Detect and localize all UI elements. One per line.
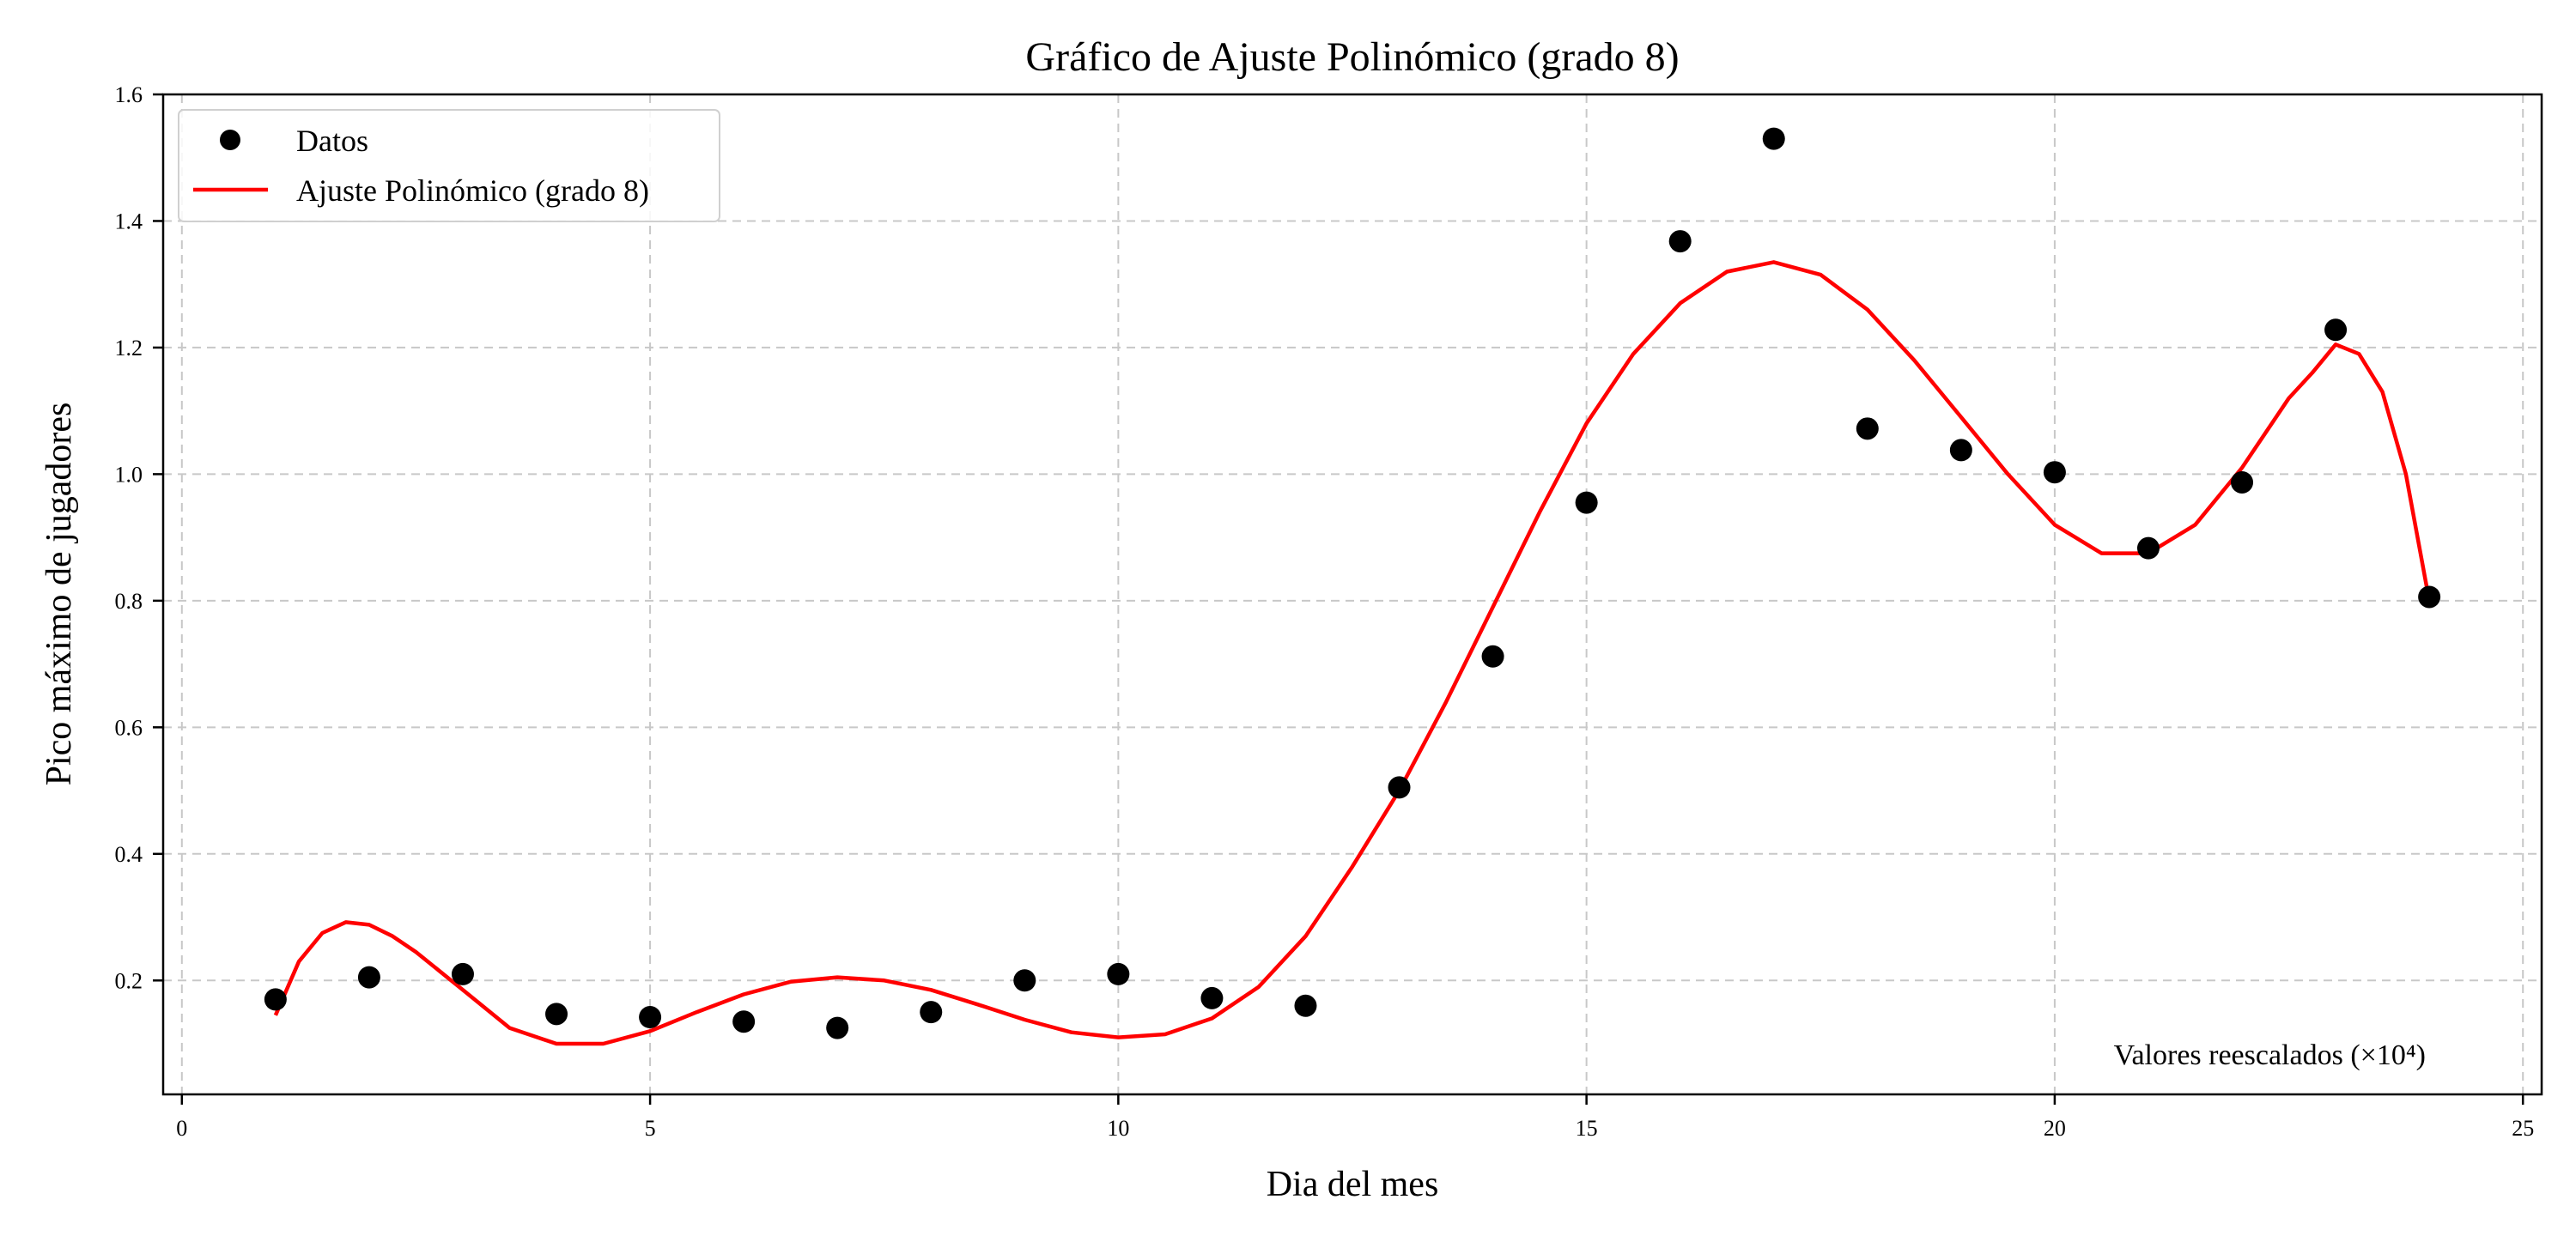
legend: Datos Ajuste Polinómico (grado 8)	[178, 109, 720, 222]
x-tick-label: 0	[176, 1116, 187, 1141]
x-tick-label: 5	[645, 1116, 656, 1141]
x-axis-ticks: 0 5 10 15 20 25	[176, 1094, 2534, 1141]
y-tick-label: 1.2	[115, 336, 143, 360]
chart-title: Gráfico de Ajuste Polinómico (grado 8)	[1025, 34, 1679, 80]
y-tick-label: 0.6	[115, 715, 143, 740]
y-tick-label: 1.4	[115, 209, 143, 233]
data-point	[264, 988, 287, 1011]
x-tick-label: 15	[1576, 1116, 1598, 1141]
data-point	[2324, 318, 2348, 342]
data-point	[1294, 994, 1317, 1017]
y-tick-label: 1.6	[115, 82, 143, 107]
fit-curve-layer	[273, 260, 2432, 1046]
data-point	[732, 1010, 756, 1033]
data-point	[2043, 461, 2066, 484]
fit-curve	[273, 260, 2432, 1046]
legend-label-datos: Datos	[296, 124, 368, 158]
data-point	[545, 1003, 568, 1026]
y-tick-label: 0.2	[115, 968, 143, 993]
data-point	[1575, 491, 1598, 514]
data-points-layer	[264, 127, 2441, 1039]
x-tick-label: 10	[1107, 1116, 1129, 1141]
data-point	[2136, 536, 2160, 560]
y-tick-label: 1.0	[115, 462, 143, 487]
data-point	[1481, 645, 1504, 668]
data-point	[451, 962, 474, 985]
data-point	[2231, 470, 2254, 494]
data-point	[826, 1016, 849, 1039]
data-point	[357, 966, 380, 989]
data-point	[2418, 585, 2441, 609]
data-point	[1856, 417, 1879, 440]
data-point	[1388, 776, 1411, 799]
y-axis-label: Pico máximo de jugadores	[39, 403, 79, 786]
data-point	[1762, 127, 1785, 150]
y-axis-ticks: 0.2 0.4 0.6 0.8 1.0 1.2 1.4 1.6	[115, 82, 163, 993]
data-point	[1949, 439, 1972, 462]
x-tick-label: 25	[2512, 1116, 2534, 1141]
legend-box	[178, 109, 720, 222]
rescale-annotation: Valores reescalados (×10⁴)	[2114, 1039, 2426, 1071]
x-axis-label: Dia del mes	[1267, 1165, 1439, 1204]
data-point	[1013, 969, 1036, 992]
data-point	[1200, 986, 1224, 1009]
legend-label-ajuste: Ajuste Polinómico (grado 8)	[296, 173, 649, 208]
data-point	[920, 1001, 943, 1024]
x-tick-label: 20	[2044, 1116, 2066, 1141]
y-tick-label: 0.8	[115, 589, 143, 614]
data-point	[1107, 962, 1130, 985]
y-tick-label: 0.4	[115, 842, 143, 867]
data-point	[639, 1006, 662, 1029]
plot-area-frame	[161, 93, 2543, 1096]
legend-marker-datos	[220, 130, 240, 150]
data-point	[1668, 230, 1692, 253]
